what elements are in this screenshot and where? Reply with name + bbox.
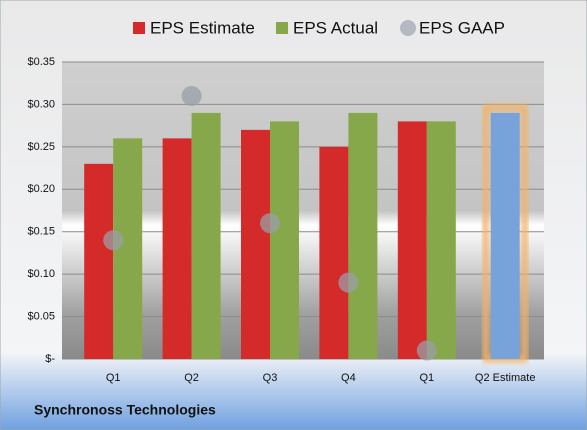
y-tick-label: $0.10 xyxy=(27,268,55,280)
legend-label: EPS GAAP xyxy=(419,18,505,37)
bar xyxy=(84,163,114,359)
footer: Synchronoss Technologies xyxy=(34,402,216,418)
x-tick-label: Q1 xyxy=(419,372,434,384)
bar xyxy=(490,112,520,360)
x-tick-label: Q3 xyxy=(263,372,278,384)
gaap-marker xyxy=(103,230,124,251)
bar xyxy=(191,112,221,360)
y-tick-label: $0.25 xyxy=(27,141,55,153)
x-tick-label: Q4 xyxy=(341,372,356,384)
y-tick-label: $0.05 xyxy=(27,310,55,322)
x-tick-label: Q2 Estimate xyxy=(475,372,536,384)
bar xyxy=(426,121,456,360)
plot-area xyxy=(62,62,544,359)
bar xyxy=(397,121,427,360)
y-tick-label: $0.30 xyxy=(27,98,55,110)
legend-label: EPS Estimate xyxy=(150,18,255,37)
bar xyxy=(319,146,349,359)
gaap-marker xyxy=(338,272,359,293)
y-tick-label: $0.15 xyxy=(27,226,55,238)
legend-label: EPS Actual xyxy=(293,18,378,37)
bar xyxy=(241,129,270,359)
gaap-marker xyxy=(260,213,280,234)
legend-swatch xyxy=(133,22,145,34)
y-tick-label: $- xyxy=(45,353,55,365)
gaap-marker xyxy=(416,340,437,361)
gaap-marker xyxy=(181,85,202,106)
bar xyxy=(162,138,192,359)
x-tick-label: Q2 xyxy=(184,372,199,384)
bar xyxy=(270,121,299,360)
bar xyxy=(348,112,378,360)
x-tick-label: Q1 xyxy=(106,372,121,384)
legend-swatch xyxy=(276,22,288,34)
y-tick-label: $0.20 xyxy=(27,183,55,195)
y-tick-label: $0.35 xyxy=(27,56,55,68)
legend-swatch xyxy=(400,20,416,36)
